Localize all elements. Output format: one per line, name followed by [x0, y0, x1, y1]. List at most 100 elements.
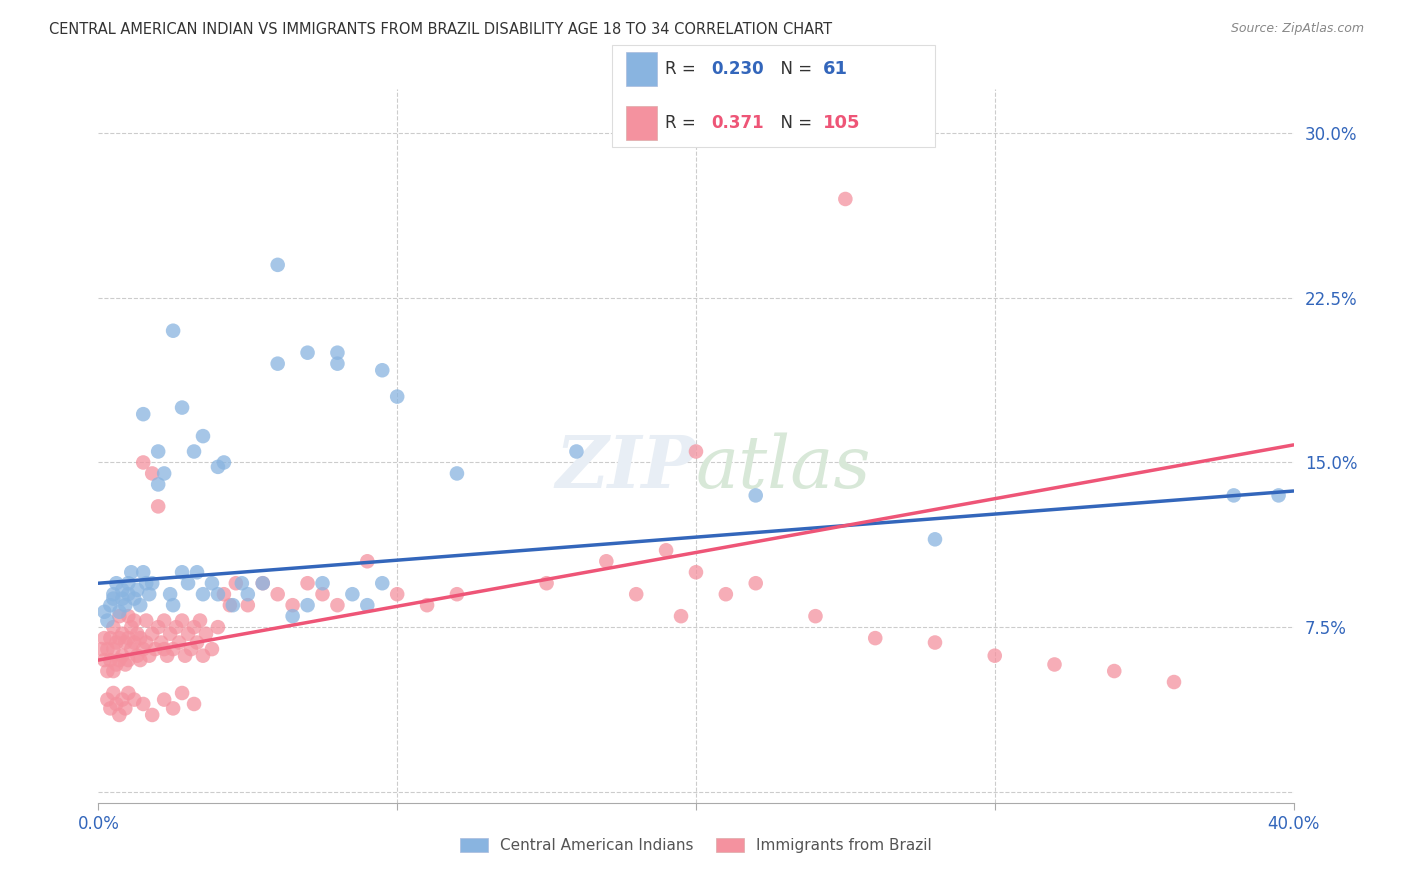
Point: [156, 648, 179, 663]
Point: [191, 429, 214, 443]
Point: [96, 692, 118, 706]
Point: [1104, 664, 1126, 678]
Point: [127, 626, 149, 640]
Point: [159, 587, 181, 601]
Point: [127, 648, 149, 663]
Point: [148, 620, 170, 634]
Point: [108, 653, 131, 667]
Point: [96, 642, 118, 657]
Point: [186, 566, 208, 580]
Point: [177, 576, 200, 591]
Point: [103, 620, 125, 634]
Text: N =: N =: [770, 60, 818, 78]
Point: [356, 598, 378, 612]
Point: [114, 701, 136, 715]
Point: [356, 554, 378, 568]
Point: [267, 587, 290, 601]
Point: [105, 576, 128, 591]
Point: [167, 635, 190, 649]
Point: [311, 576, 333, 591]
Point: [172, 401, 194, 415]
Point: [201, 642, 224, 657]
Point: [120, 642, 142, 657]
Point: [159, 626, 181, 640]
Point: [191, 587, 214, 601]
Point: [98, 653, 122, 667]
Point: [153, 642, 176, 657]
Point: [114, 635, 136, 649]
Point: [141, 467, 163, 481]
Point: [135, 576, 157, 591]
Text: N =: N =: [770, 114, 818, 132]
Point: [117, 686, 139, 700]
Point: [326, 357, 349, 371]
Point: [385, 390, 409, 404]
Point: [162, 642, 184, 657]
Point: [143, 642, 166, 657]
Point: [114, 657, 136, 672]
Point: [174, 648, 197, 663]
Legend: Central American Indians, Immigrants from Brazil: Central American Indians, Immigrants fro…: [454, 832, 938, 859]
Point: [127, 582, 149, 597]
Point: [924, 533, 946, 547]
Point: [595, 554, 617, 568]
Point: [105, 635, 128, 649]
Point: [132, 642, 155, 657]
Point: [90, 642, 112, 657]
Point: [132, 407, 155, 421]
Point: [111, 591, 134, 606]
Point: [141, 576, 163, 591]
Point: [103, 686, 125, 700]
Point: [1043, 657, 1066, 672]
Point: [281, 609, 304, 624]
Point: [195, 626, 218, 640]
Point: [252, 576, 274, 591]
Point: [834, 192, 856, 206]
Point: [117, 653, 139, 667]
Point: [188, 614, 211, 628]
Point: [108, 605, 131, 619]
Point: [177, 626, 200, 640]
Point: [105, 697, 128, 711]
Point: [103, 642, 125, 657]
Text: atlas: atlas: [696, 432, 872, 503]
Point: [804, 609, 827, 624]
Point: [212, 587, 235, 601]
Point: [626, 587, 648, 601]
Point: [129, 598, 152, 612]
Point: [153, 692, 176, 706]
Point: [281, 598, 304, 612]
Point: [207, 587, 229, 601]
Point: [138, 587, 160, 601]
Point: [172, 686, 194, 700]
Text: 61: 61: [823, 60, 848, 78]
Point: [172, 614, 194, 628]
Point: [297, 576, 319, 591]
Point: [162, 598, 184, 612]
Point: [132, 566, 155, 580]
Point: [297, 345, 319, 359]
Point: [148, 444, 170, 458]
Point: [96, 664, 118, 678]
Point: [446, 587, 468, 601]
Point: [162, 701, 184, 715]
Point: [96, 614, 118, 628]
Point: [236, 598, 259, 612]
Point: [111, 648, 134, 663]
Text: 0.371: 0.371: [711, 114, 763, 132]
Point: [180, 642, 202, 657]
Point: [231, 576, 253, 591]
Point: [98, 701, 122, 715]
Point: [685, 444, 707, 458]
Point: [120, 620, 142, 634]
Point: [219, 598, 242, 612]
Point: [236, 587, 259, 601]
Point: [222, 598, 245, 612]
Point: [1223, 488, 1246, 502]
Point: [1163, 675, 1185, 690]
Point: [183, 444, 205, 458]
Point: [117, 609, 139, 624]
Point: [135, 635, 157, 649]
Point: [745, 576, 768, 591]
Text: 0.230: 0.230: [711, 60, 763, 78]
